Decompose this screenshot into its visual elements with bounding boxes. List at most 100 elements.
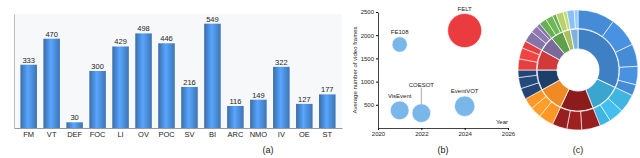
panel-caption: (c) (573, 145, 584, 155)
x-tick-label: POC (158, 130, 175, 139)
x-axis: 2020 2022 2024 2026 (372, 128, 516, 137)
x-tick: NMO (250, 130, 268, 139)
x-tick-label: 2020 (372, 131, 386, 137)
point-labels: FE108 VisEvent COESOT EventVOT FELT (388, 6, 479, 104)
y-axis-line (14, 15, 15, 129)
x-axis-title: Year (496, 119, 508, 125)
y-tick-mark (376, 58, 378, 59)
bar (112, 46, 129, 128)
x-tick-label: BI (209, 130, 216, 139)
x-tick-label: FM (23, 130, 34, 139)
x-tick-label: DEF (67, 130, 82, 139)
y-tick: 1500 (361, 56, 378, 62)
x-tick-label: 2024 (458, 131, 472, 137)
x-tick: FOC (90, 130, 106, 139)
x-tick: 2020 (372, 128, 386, 137)
data-labels: 3334703030042949844621654911614932212717… (22, 15, 333, 123)
data-label: 177 (321, 85, 334, 94)
x-tick: DEF (67, 130, 82, 139)
plot-background (14, 14, 342, 128)
data-label: 446 (160, 34, 173, 43)
data-label: 549 (206, 15, 219, 24)
bar-panel: 3334703030042949844621654911614932212717… (14, 14, 343, 155)
bubble (390, 101, 409, 120)
x-axis-line (379, 128, 509, 129)
x-tick: BI (209, 130, 216, 139)
x-tick: 2022 (415, 128, 429, 137)
y-tick: 1000 (361, 79, 378, 85)
x-tick: IV (278, 130, 285, 139)
inner-segment (570, 29, 578, 49)
data-label: 149 (252, 91, 265, 100)
data-label: 127 (298, 95, 311, 104)
x-tick-label: OE (299, 130, 310, 139)
x-tick-label: FOC (90, 130, 106, 139)
y-axis-line (378, 13, 379, 129)
bubble (392, 37, 407, 52)
y-tick-label: 2000 (361, 33, 375, 39)
point-label: COESOT (409, 82, 435, 88)
y-tick-label: 1000 (361, 79, 375, 85)
leader-line (421, 88, 422, 104)
y-tick-label: 1500 (361, 56, 375, 62)
outer-segment (518, 70, 537, 78)
panel-caption: (b) (438, 145, 449, 155)
x-axis: FMVTDEFFOCLIOVPOCSVBIARCNMOIVOEST (15, 129, 343, 140)
sunburst-panel: (c) (518, 10, 638, 155)
x-tick: LI (117, 130, 123, 139)
bar (204, 24, 221, 128)
x-tick: OV (138, 130, 149, 139)
bar (158, 43, 175, 128)
y-axis (14, 15, 15, 129)
data-label: 300 (91, 62, 104, 71)
bars (20, 24, 335, 128)
x-tick-mark (508, 128, 509, 130)
y-tick-mark (376, 82, 378, 83)
data-label: 30 (70, 113, 78, 122)
x-tick: FM (23, 130, 34, 139)
bar (181, 87, 198, 128)
bar (273, 67, 290, 128)
bubble (448, 14, 482, 48)
bar (296, 104, 313, 128)
y-tick: 2500 (361, 9, 378, 15)
data-label: 429 (114, 37, 127, 46)
y-axis: 500 1000 1500 2000 2500 (361, 9, 379, 128)
x-tick: 2026 (502, 128, 516, 137)
bubble-panel: 2020 2022 2024 2026 500 1000 1500 2000 2500 Year A… (352, 6, 516, 155)
bar (135, 33, 152, 128)
x-tick-label: ST (323, 130, 333, 139)
bar (66, 122, 83, 128)
point-label: FELT (458, 6, 473, 12)
x-tick: VT (47, 130, 57, 139)
outer-segment (616, 44, 638, 67)
y-tick-mark (376, 35, 378, 36)
figure: 3334703030042949844621654911614932212717… (0, 0, 640, 158)
data-label: 322 (275, 58, 288, 67)
data-label: 333 (22, 56, 35, 65)
point-label: VisEvent (388, 93, 412, 99)
bar (89, 71, 106, 128)
inner-segment (537, 70, 560, 90)
x-tick-mark (465, 128, 466, 130)
x-tick-label: 2026 (502, 131, 516, 137)
y-axis-title: Average number of video frames (352, 27, 358, 114)
outer-segment (574, 10, 578, 29)
x-tick-label: 2022 (415, 131, 429, 137)
x-tick: 2024 (458, 128, 472, 137)
x-tick-label: ARC (228, 130, 244, 139)
x-tick-label: NMO (250, 130, 268, 139)
point-label: FE108 (391, 29, 409, 35)
panel-caption: (a) (263, 145, 274, 155)
x-tick-label: LI (117, 130, 123, 139)
bubble (454, 96, 474, 116)
data-label: 470 (45, 30, 58, 39)
y-tick: 2000 (361, 33, 378, 39)
point-label: EventVOT (451, 88, 479, 94)
rings (518, 10, 638, 130)
y-tick: 500 (364, 102, 378, 108)
x-tick-mark (421, 128, 422, 130)
bar (227, 106, 244, 128)
x-tick: OE (299, 130, 310, 139)
bar (43, 39, 60, 128)
